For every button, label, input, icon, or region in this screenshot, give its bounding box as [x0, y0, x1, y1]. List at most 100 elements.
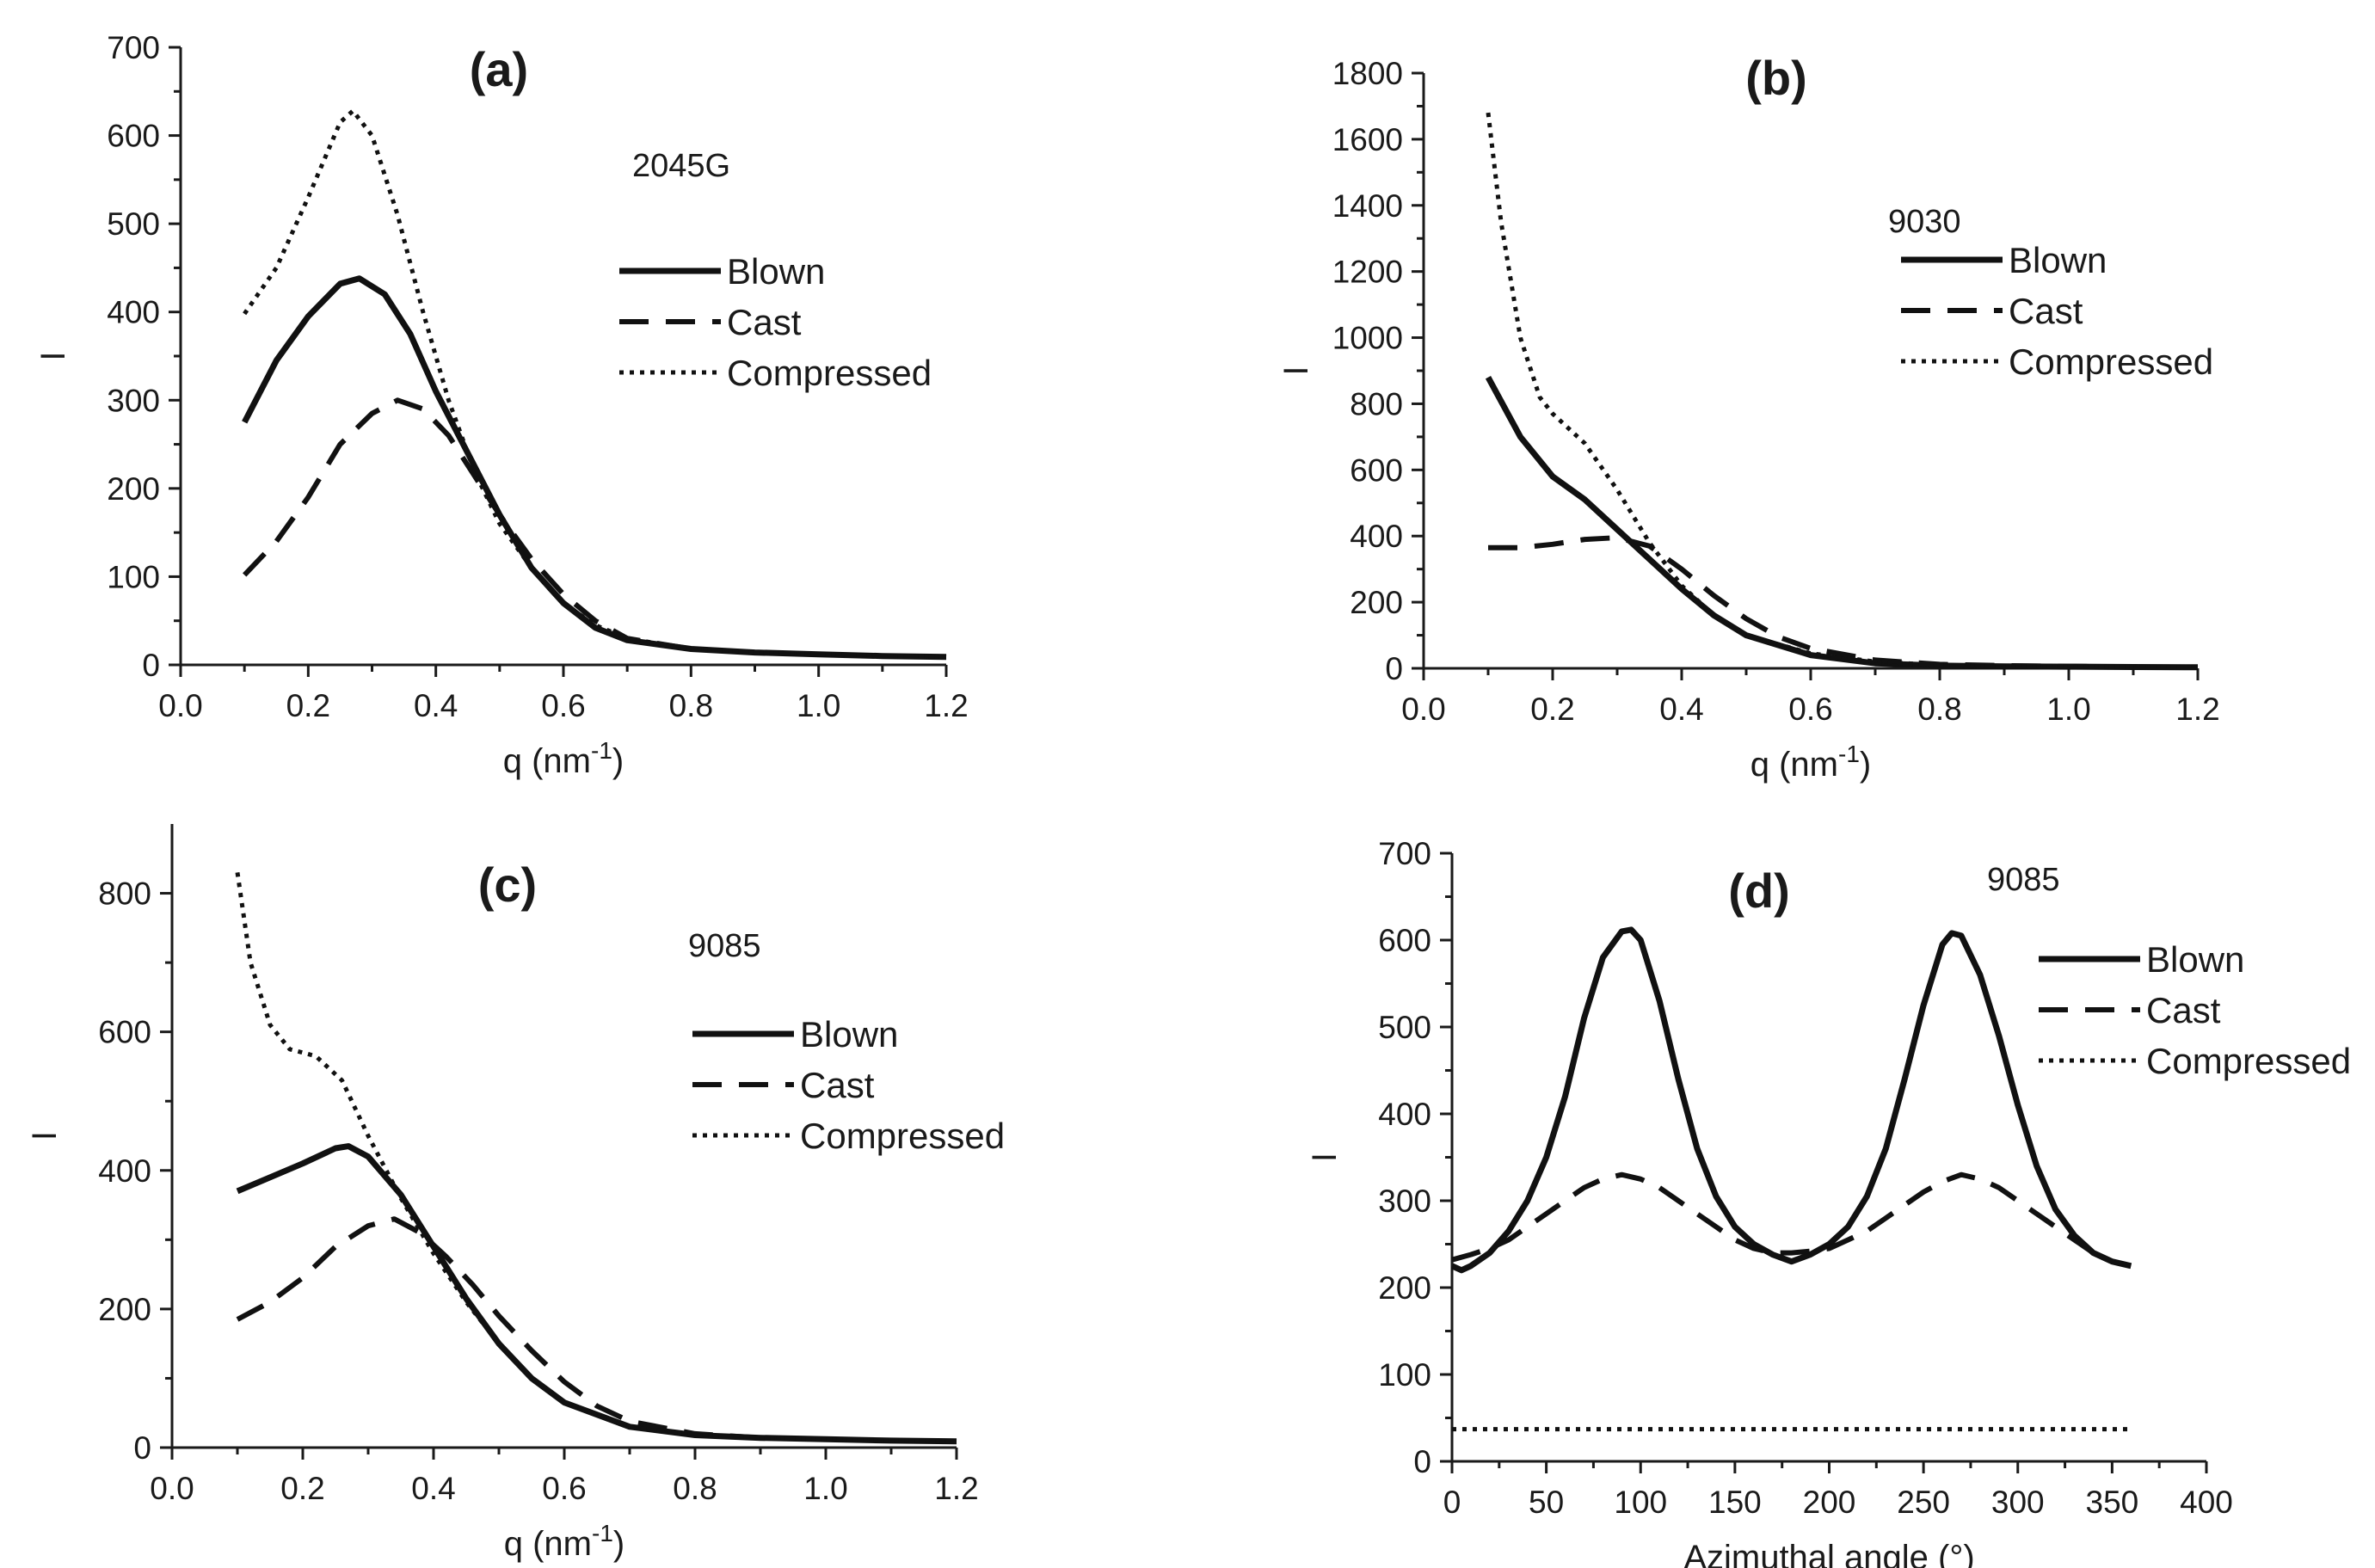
legend-label-compressed: Compressed [727, 353, 932, 393]
series-line-blown [1485, 376, 2199, 671]
y-tick-label: 200 [98, 1292, 151, 1327]
sample-label: 9085 [1987, 862, 2060, 898]
x-tick-label: 0.2 [280, 1471, 324, 1506]
series-line-compressed [243, 108, 947, 660]
y-tick-label: 200 [107, 471, 160, 507]
y-tick-label: 0 [142, 648, 160, 683]
y-axis-label: I [26, 1131, 64, 1141]
series-line-cast [1488, 535, 2199, 670]
chart-panel-4: 0 50 100 150 200 250 300 350 400 0 100 200 300 400 500… [1306, 836, 2351, 1568]
y-tick-label: 800 [98, 876, 151, 912]
chart-panel-1: 0.0 0.2 0.4 0.6 0.8 1.0 1.2 0 100 200 300 400 500 600… [34, 30, 969, 780]
legend-label-blown: Blown [2146, 939, 2244, 980]
y-tick-label: 500 [1378, 1010, 1431, 1045]
legend-label-blown: Blown [727, 251, 825, 292]
y-tick-label: 400 [107, 295, 160, 330]
x-tick-label: 1.0 [2046, 692, 2090, 727]
legend-label-cast: Cast [727, 302, 802, 342]
x-axis-label: Azimuthal angle (°) [1683, 1539, 1974, 1568]
x-axis-label: q (nm-1) [1750, 741, 1871, 784]
legend-label-blown: Blown [800, 1014, 898, 1055]
x-tick-label: 1.2 [934, 1471, 978, 1506]
y-tick-label: 300 [107, 383, 160, 418]
y-tick-label: 600 [107, 119, 160, 154]
chart-panel-2: 0.0 0.2 0.4 0.6 0.8 1.0 1.2 0 200 400 600 800 1000 12… [1277, 51, 2220, 784]
y-tick-label: 1000 [1332, 321, 1403, 356]
y-tick-label: 500 [107, 206, 160, 242]
series-line-cast [243, 397, 947, 660]
x-tick-label: 0.0 [1401, 692, 1445, 727]
x-tick-label: 250 [1897, 1485, 1950, 1520]
x-tick-label: 0.0 [158, 688, 202, 723]
x-tick-label: 0.2 [1530, 692, 1574, 727]
legend-label-compressed: Compressed [800, 1116, 1005, 1156]
y-axis-label: I [1306, 1153, 1344, 1162]
x-tick-label: 150 [1708, 1485, 1762, 1520]
y-tick-label: 0 [133, 1430, 151, 1466]
y-tick-label: 400 [1378, 1097, 1431, 1132]
series-line-blown [1450, 926, 2132, 1274]
legend-label-cast: Cast [800, 1065, 875, 1105]
y-tick-label: 200 [1378, 1270, 1431, 1306]
legend-label-cast: Cast [2009, 291, 2083, 331]
x-tick-label: 350 [2086, 1485, 2139, 1520]
x-tick-label: 0.4 [414, 688, 458, 723]
y-tick-label: 0 [1413, 1444, 1431, 1479]
legend-label-compressed: Compressed [2009, 341, 2213, 382]
y-axis-label: I [34, 351, 72, 360]
x-tick-label: 0.2 [286, 688, 330, 723]
y-tick-label: 0 [1385, 651, 1403, 686]
series-line-blown [242, 275, 947, 661]
x-tick-label: 0.8 [1917, 692, 1961, 727]
y-tick-label: 600 [1378, 923, 1431, 958]
x-tick-label: 0.4 [411, 1471, 455, 1506]
y-tick-label: 600 [98, 1015, 151, 1050]
panel-title: (b) [1745, 51, 1807, 105]
x-tick-label: 0.6 [541, 688, 585, 723]
series-line-compressed [1486, 112, 2199, 670]
y-tick-label: 1200 [1332, 255, 1403, 290]
x-tick-label: 100 [1614, 1485, 1667, 1520]
x-tick-label: 0.8 [673, 1471, 717, 1506]
x-tick-label: 50 [1529, 1485, 1564, 1520]
panel-title: (d) [1728, 864, 1790, 918]
x-tick-label: 0 [1443, 1485, 1461, 1520]
y-tick-label: 600 [1350, 452, 1403, 488]
series-line-cast [1451, 1171, 2132, 1269]
y-tick-label: 200 [1350, 585, 1403, 620]
y-tick-label: 700 [107, 30, 160, 65]
x-tick-label: 0.4 [1659, 692, 1703, 727]
x-tick-label: 0.6 [542, 1471, 586, 1506]
x-tick-label: 1.0 [797, 688, 840, 723]
sample-label: 9085 [688, 928, 761, 964]
sample-label: 2045G [632, 148, 730, 184]
x-axis-label: q (nm-1) [503, 737, 624, 780]
x-tick-label: 1.0 [803, 1471, 847, 1506]
x-tick-label: 200 [1803, 1485, 1856, 1520]
legend-label-cast: Cast [2146, 990, 2221, 1030]
y-tick-label: 1400 [1332, 188, 1403, 224]
y-axis-label: I [1277, 366, 1315, 375]
x-tick-label: 300 [1991, 1485, 2045, 1520]
y-tick-label: 1600 [1332, 122, 1403, 157]
y-tick-label: 1800 [1332, 56, 1403, 91]
y-tick-label: 300 [1378, 1184, 1431, 1219]
panel-title: (a) [470, 42, 528, 96]
chart-panel-3: 0.0 0.2 0.4 0.6 0.8 1.0 1.2 0 200 400 600 800 q (nm-… [26, 824, 1005, 1563]
x-tick-label: 0.8 [669, 688, 713, 723]
y-tick-label: 100 [107, 559, 160, 594]
x-tick-label: 0.6 [1788, 692, 1832, 727]
sample-label: 9030 [1888, 204, 1961, 240]
x-tick-label: 0.0 [150, 1471, 194, 1506]
x-axis-label: q (nm-1) [504, 1520, 625, 1563]
x-tick-label: 1.2 [2175, 692, 2219, 727]
x-tick-label: 400 [2180, 1485, 2233, 1520]
y-tick-label: 400 [98, 1153, 151, 1189]
y-tick-label: 800 [1350, 386, 1403, 421]
legend-label-compressed: Compressed [2146, 1041, 2351, 1081]
y-tick-label: 100 [1378, 1357, 1431, 1393]
y-tick-label: 400 [1350, 519, 1403, 554]
x-tick-label: 1.2 [924, 688, 968, 723]
series-line-cast [236, 1216, 957, 1444]
